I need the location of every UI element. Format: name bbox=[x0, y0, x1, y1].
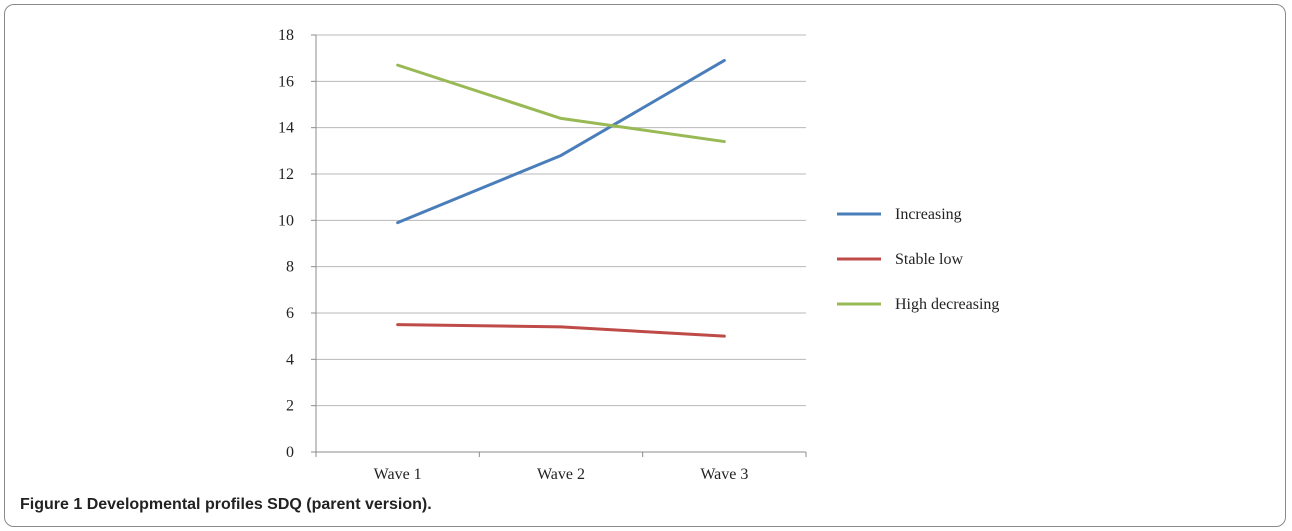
figure-frame bbox=[4, 4, 1286, 527]
x-tick-label: Wave 2 bbox=[537, 466, 585, 483]
gridlines bbox=[316, 34, 806, 407]
y-tick-label: 14 bbox=[278, 120, 294, 137]
series-line-stable-low bbox=[396, 323, 726, 338]
legend-label: Increasing bbox=[895, 206, 962, 223]
y-tick-label: 8 bbox=[286, 259, 294, 276]
y-tick-label: 10 bbox=[278, 212, 294, 229]
y-tick-label: 6 bbox=[286, 305, 294, 322]
y-tick-label: 4 bbox=[286, 351, 294, 368]
figure-caption: Figure 1 Developmental profiles SDQ (par… bbox=[20, 496, 432, 514]
series-line-increasing bbox=[396, 58, 726, 225]
legend-label: High decreasing bbox=[895, 296, 999, 313]
legend-label: Stable low bbox=[895, 251, 963, 268]
x-tick-label: Wave 3 bbox=[700, 466, 748, 483]
y-tick-labels: 0 2 4 6 8 10 12 14 16 18 bbox=[278, 27, 294, 461]
x-tick-labels: Wave 1 Wave 2 Wave 3 bbox=[374, 466, 749, 483]
y-tick-label: 0 bbox=[286, 444, 294, 461]
y-tick-label: 2 bbox=[286, 398, 294, 415]
series-lines bbox=[396, 58, 726, 338]
y-tick-label: 16 bbox=[278, 73, 294, 90]
figure-caption-label: Figure 1 bbox=[20, 496, 83, 513]
axes bbox=[311, 34, 807, 457]
legend: Increasing Stable low High decreasing bbox=[837, 206, 999, 313]
x-tick-label: Wave 1 bbox=[374, 466, 422, 483]
y-tick-label: 18 bbox=[278, 27, 294, 44]
y-tick-label: 12 bbox=[278, 166, 294, 183]
series-line-high-decreasing bbox=[396, 63, 726, 144]
figure-caption-text: Developmental profiles SDQ (parent versi… bbox=[86, 496, 432, 513]
